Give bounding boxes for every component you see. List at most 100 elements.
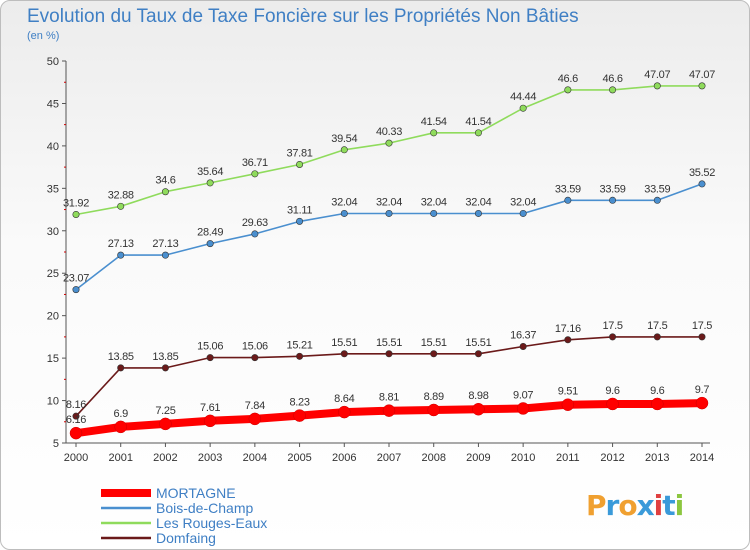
data-point [474, 350, 482, 358]
y-tick-label: 15 [47, 353, 59, 365]
data-point [382, 404, 396, 417]
data-label: 17.5 [602, 320, 622, 332]
data-label: 40.33 [376, 126, 402, 138]
data-point [340, 209, 348, 217]
data-label: 15.06 [242, 341, 268, 353]
x-tick-label: 2012 [600, 452, 624, 464]
data-point [564, 196, 572, 204]
data-label: 7.61 [200, 402, 220, 414]
data-point [516, 402, 530, 415]
data-label: 27.13 [152, 238, 178, 250]
data-label: 9.51 [558, 386, 578, 398]
logo-letter: o [618, 489, 637, 522]
data-label: 41.54 [421, 116, 447, 128]
data-label: 27.13 [108, 238, 134, 250]
data-point [385, 350, 393, 358]
data-point [72, 210, 80, 218]
data-point [695, 396, 709, 410]
data-label: 8.81 [379, 392, 399, 404]
data-point [251, 170, 259, 178]
data-point [69, 426, 83, 440]
data-label: 31.11 [287, 204, 312, 216]
data-label: 32.04 [465, 196, 491, 208]
data-point [117, 251, 125, 259]
data-point [117, 364, 125, 372]
data-label: 29.63 [242, 217, 268, 229]
data-label: 15.51 [331, 337, 357, 349]
data-point [161, 188, 169, 196]
data-point [474, 209, 482, 217]
data-point [653, 82, 661, 90]
data-label: 9.07 [513, 389, 533, 401]
x-tick-label: 2007 [377, 452, 401, 464]
series-bois-de-champ [72, 180, 706, 294]
data-label: 32.04 [331, 196, 357, 208]
x-tick-label: 2001 [108, 452, 132, 464]
data-point [206, 240, 214, 248]
data-point [653, 196, 661, 204]
data-point [161, 364, 169, 372]
data-label: 32.04 [421, 196, 447, 208]
data-point [117, 202, 125, 210]
data-point [609, 333, 617, 341]
data-label: 35.64 [197, 166, 223, 178]
data-point [248, 412, 262, 426]
data-label: 17.16 [555, 323, 581, 335]
data-point [653, 333, 661, 341]
data-label: 17.5 [647, 320, 667, 332]
data-label: 6.16 [66, 414, 86, 426]
data-point [519, 209, 527, 217]
legend-label: MORTAGNE [156, 485, 236, 501]
data-point [606, 397, 619, 411]
data-label: 23.07 [63, 273, 89, 285]
data-point [651, 397, 664, 411]
data-label: 7.84 [245, 400, 265, 412]
x-tick-label: 2009 [466, 452, 490, 464]
data-point [609, 196, 617, 204]
y-tick-label: 20 [47, 311, 59, 323]
x-tick-label: 2004 [243, 452, 267, 464]
x-tick-label: 2000 [64, 452, 88, 464]
y-tick-label: 30 [47, 226, 59, 238]
data-label: 46.6 [558, 73, 578, 85]
y-tick-label: 50 [47, 56, 59, 68]
y-tick-label: 40 [47, 141, 59, 153]
data-point [296, 160, 304, 168]
data-point [72, 286, 80, 294]
legend-label: Domfaing [156, 530, 216, 546]
data-point [430, 350, 438, 358]
data-point [561, 398, 575, 411]
data-point [430, 209, 438, 217]
data-point [474, 129, 482, 137]
data-point [698, 333, 706, 341]
data-label: 8.16 [66, 399, 86, 411]
series-domfaing [72, 333, 706, 420]
legend-label: Bois-de-Champ [156, 500, 253, 516]
x-tick-label: 2008 [421, 452, 445, 464]
data-point [698, 180, 706, 188]
y-tick-label: 35 [47, 183, 59, 195]
data-label: 33.59 [644, 183, 670, 195]
data-label: 13.85 [108, 351, 134, 363]
data-label: 33.59 [555, 183, 581, 195]
data-label: 15.51 [421, 337, 447, 349]
data-label: 7.25 [155, 405, 175, 417]
x-tick-label: 2002 [153, 452, 177, 464]
data-point [340, 350, 348, 358]
data-point [564, 86, 572, 94]
data-label: 28.49 [197, 227, 223, 239]
data-label: 9.6 [650, 385, 665, 397]
data-label: 32.04 [376, 196, 402, 208]
data-label: 15.51 [465, 337, 491, 349]
data-label: 6.9 [114, 408, 129, 420]
data-label: 36.71 [242, 157, 268, 169]
data-label: 47.07 [644, 69, 670, 81]
chart-title: Evolution du Taux de Taxe Foncière sur l… [27, 6, 579, 27]
data-point [159, 417, 172, 431]
data-label: 15.21 [287, 339, 313, 351]
data-point [296, 217, 304, 225]
data-label: 46.6 [602, 73, 622, 85]
data-label: 33.59 [600, 183, 626, 195]
logo-letter: x [636, 489, 655, 522]
data-label: 37.81 [287, 147, 313, 159]
